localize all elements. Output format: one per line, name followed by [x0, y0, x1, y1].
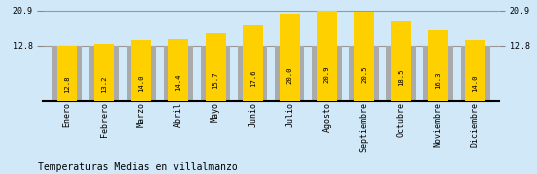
Text: 14.0: 14.0: [472, 74, 478, 92]
Bar: [428, 30, 448, 101]
Text: 20.0: 20.0: [287, 66, 293, 84]
Text: 14.0: 14.0: [139, 74, 144, 92]
Bar: [131, 40, 151, 101]
Text: Temperaturas Medias en villalmanzo: Temperaturas Medias en villalmanzo: [38, 162, 237, 172]
Text: 17.6: 17.6: [250, 69, 256, 87]
Bar: [391, 21, 411, 101]
Text: 20.9: 20.9: [324, 65, 330, 83]
Bar: [387, 46, 416, 101]
Bar: [243, 25, 263, 101]
Bar: [169, 39, 188, 101]
Text: 15.7: 15.7: [213, 72, 219, 89]
Text: 14.4: 14.4: [176, 73, 182, 91]
Text: 12.8: 12.8: [64, 76, 70, 93]
Bar: [317, 11, 337, 101]
Bar: [201, 46, 230, 101]
Bar: [465, 40, 485, 101]
Text: 13.2: 13.2: [101, 75, 107, 93]
Bar: [461, 46, 490, 101]
Bar: [238, 46, 267, 101]
Text: 16.3: 16.3: [435, 71, 441, 89]
Text: 20.5: 20.5: [361, 66, 367, 83]
Bar: [424, 46, 453, 101]
Bar: [164, 46, 193, 101]
Bar: [312, 46, 342, 101]
Bar: [90, 46, 119, 101]
Text: 18.5: 18.5: [398, 68, 404, 86]
Bar: [206, 33, 226, 101]
Bar: [275, 46, 304, 101]
Bar: [280, 14, 300, 101]
Bar: [94, 44, 114, 101]
Bar: [349, 46, 379, 101]
Bar: [53, 46, 82, 101]
Bar: [354, 12, 374, 101]
Bar: [57, 46, 77, 101]
Bar: [127, 46, 156, 101]
